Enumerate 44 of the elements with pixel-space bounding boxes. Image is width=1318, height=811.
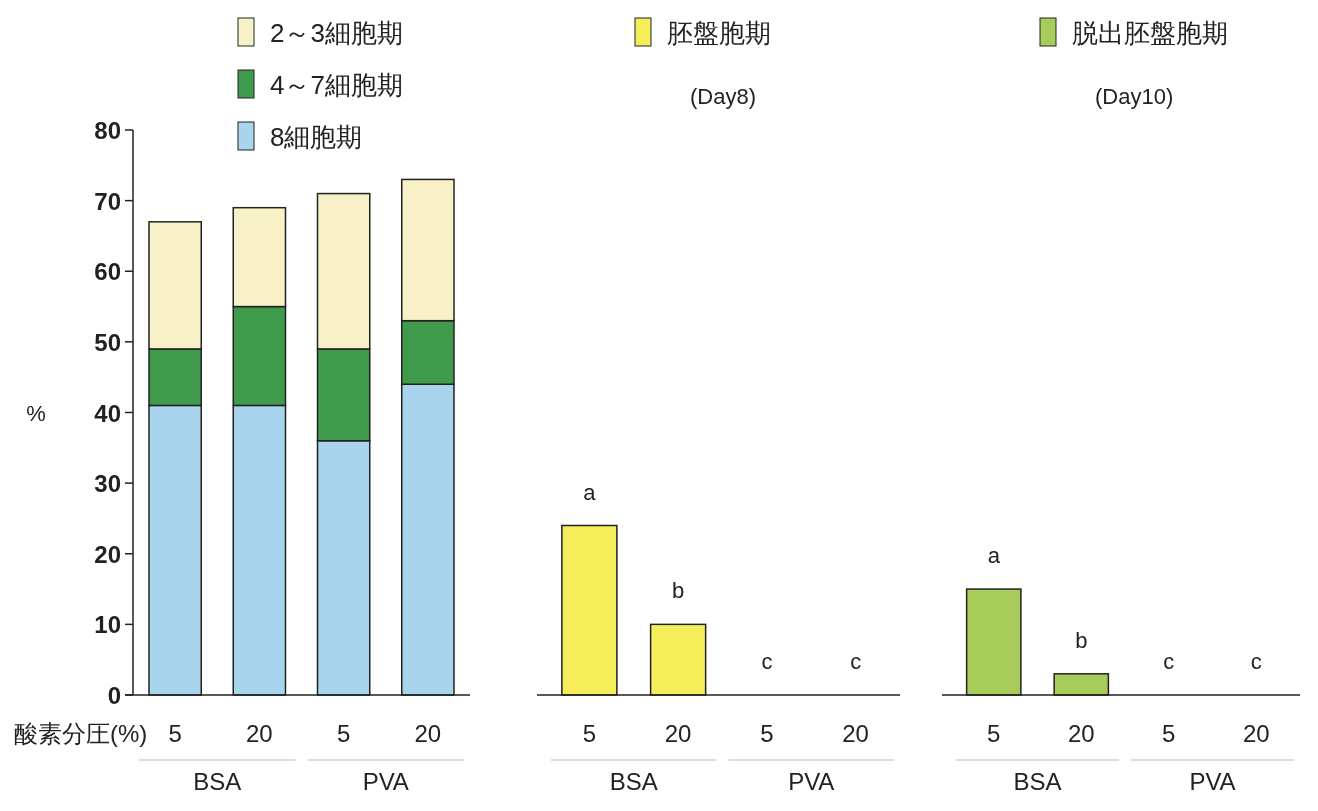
- text: PVA: [1189, 768, 1236, 795]
- text: PVA: [788, 768, 835, 795]
- text: BSA: [609, 768, 658, 795]
- data-label: c: [1250, 649, 1262, 674]
- x-tick-label: 5: [987, 720, 1001, 747]
- y-axis-title: %: [26, 400, 46, 426]
- y-tick-label: 40: [94, 399, 121, 427]
- x-tick-label: 20: [1242, 720, 1270, 747]
- y-tick-label: 20: [94, 540, 121, 568]
- y-tick-label: 60: [94, 258, 121, 286]
- legend-label: 脱出胚盤胞期: [1072, 18, 1228, 48]
- text: BSA: [193, 768, 242, 795]
- legend-label: 8細胞期: [270, 122, 363, 152]
- text: BSA: [1013, 768, 1062, 795]
- x-tick-label: 20: [414, 720, 442, 747]
- y-tick-label: 0: [107, 682, 121, 709]
- x-axis-title: 酸素分圧(%): [14, 720, 148, 747]
- x-tick-label: 20: [246, 720, 273, 747]
- legend-label: 2～3細胞期: [270, 18, 403, 48]
- data-label: c: [761, 649, 773, 674]
- legend-label: 4～7細胞期: [270, 70, 403, 100]
- x-tick-label: 5: [582, 720, 597, 747]
- y-tick-label: 10: [94, 611, 121, 639]
- data-label: a: [987, 543, 1001, 569]
- data-label: c: [1163, 649, 1175, 674]
- x-tick-label: 20: [1067, 720, 1095, 747]
- x-tick-label: 20: [664, 720, 692, 747]
- text: PVA: [362, 768, 409, 795]
- y-tick-label: 80: [94, 117, 121, 144]
- x-tick-label: 20: [842, 720, 869, 747]
- x-tick-label: 5: [760, 720, 774, 747]
- y-tick-label: 30: [94, 470, 121, 498]
- data-label: b: [1075, 627, 1088, 653]
- y-tick-label: 70: [94, 187, 121, 215]
- x-tick-label: 5: [336, 720, 351, 747]
- x-tick-label: 5: [168, 720, 182, 747]
- data-label: a: [583, 479, 597, 505]
- y-tick-label: 50: [94, 328, 121, 356]
- legend-title: (Day8): [690, 84, 757, 109]
- legend-label: 胚盤胞期: [667, 18, 771, 48]
- x-tick-label: 5: [1162, 720, 1176, 747]
- data-label: b: [672, 578, 685, 604]
- legend-title: (Day10): [1095, 84, 1174, 109]
- data-label: c: [850, 649, 862, 674]
